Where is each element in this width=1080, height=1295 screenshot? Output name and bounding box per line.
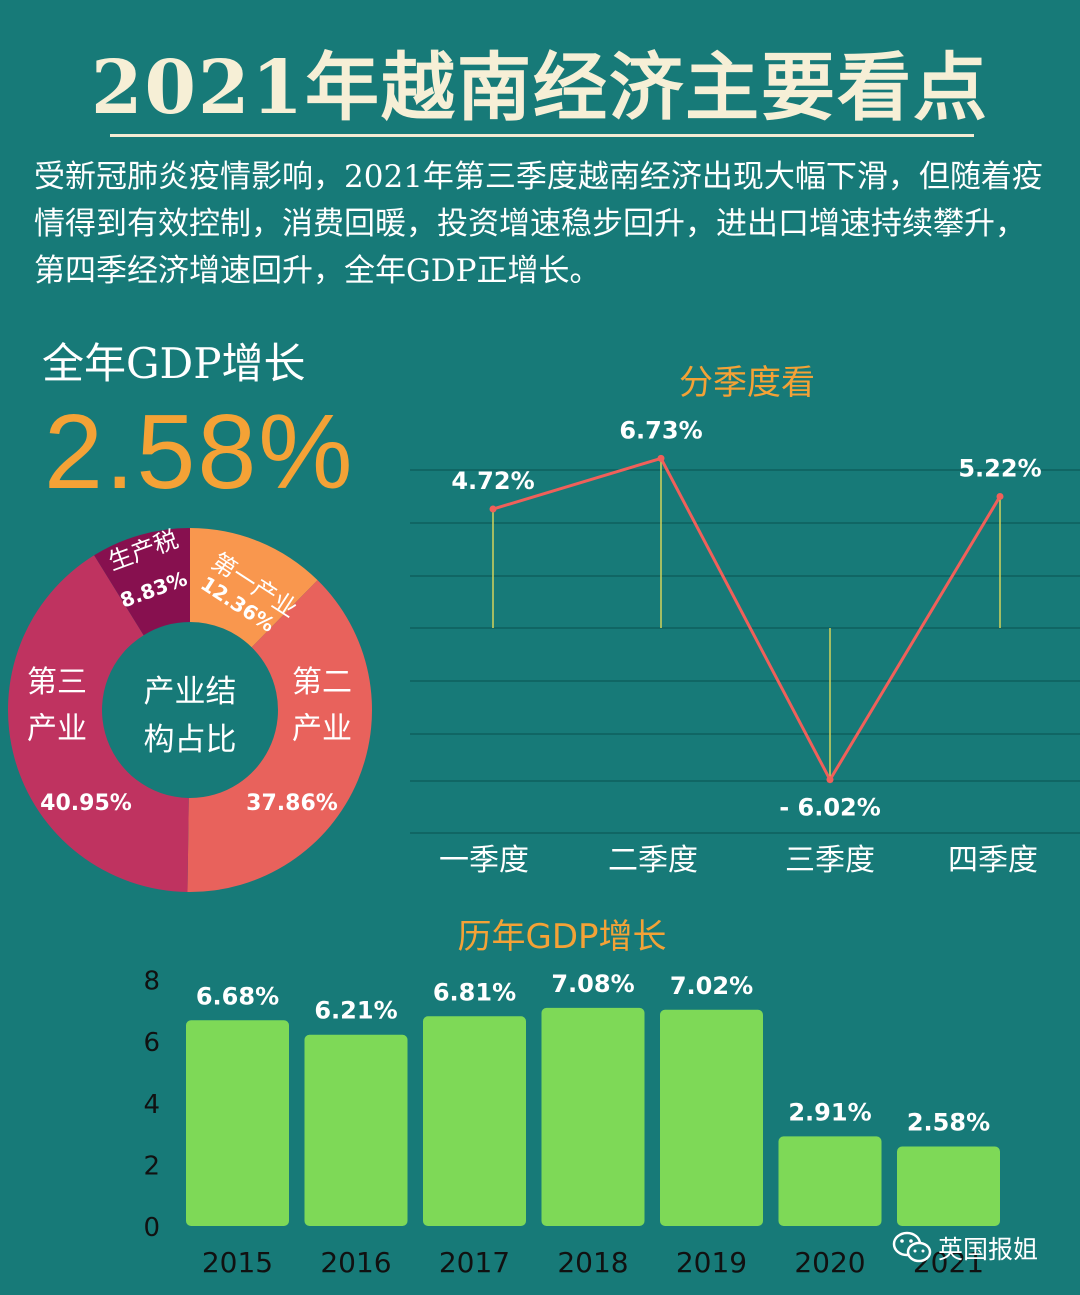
bar — [304, 1034, 408, 1226]
bar-value-label: 7.08% — [551, 970, 634, 998]
y-tick-label: 4 — [143, 1090, 160, 1120]
industry-donut-chart: 第一产业12.36%第二产业37.86%第三产业40.95%生产税8.83%产业… — [8, 525, 373, 892]
quarter-point — [826, 776, 834, 784]
quarterly-chart-title: 分季度看 — [679, 363, 815, 403]
quarter-value-label: 5.22% — [958, 454, 1041, 482]
donut-center-label: 产业结构占比 — [144, 674, 237, 758]
quarter-category-label: 一季度 — [439, 843, 529, 878]
x-tick-label: 2020 — [794, 1246, 865, 1279]
y-tick-label: 0 — [143, 1213, 160, 1243]
bar — [660, 1009, 763, 1226]
slice-name-line: 第二 — [292, 665, 352, 700]
y-tick-label: 8 — [143, 967, 160, 997]
page-title: 2021年越南经济主要看点 — [91, 45, 989, 131]
bar-value-label: 2.58% — [907, 1109, 990, 1137]
quarter-value-label: 6.73% — [619, 416, 702, 444]
x-tick-label: 2018 — [557, 1246, 628, 1279]
bar — [423, 1016, 526, 1226]
bar-value-label: 7.02% — [670, 972, 753, 1000]
annual-gdp-value: 2.58% — [44, 393, 355, 511]
watermark: 英国报姐 — [892, 1228, 1038, 1268]
bar-value-label: 6.21% — [314, 997, 397, 1025]
slice-name-line: 产业 — [27, 712, 87, 747]
quarter-category-label: 四季度 — [948, 843, 1038, 878]
donut-slice — [190, 528, 318, 648]
intro-paragraph: 受新冠肺炎疫情影响，2021年第三季度越南经济出现大幅下滑，但随着疫情得到有效控… — [34, 159, 1043, 289]
slice-value-label: 37.86% — [246, 791, 338, 816]
slice-name-label: 第二产业 — [292, 665, 352, 747]
donut-slice — [94, 528, 190, 636]
donut-slice — [8, 555, 189, 892]
quarterly-gdp-chart: 分季度看 4.72% 6.73% - 6.02% 5.22% 一季度 二季度 三季度 四季度 — [410, 363, 1080, 878]
slice-name-line: 产业 — [292, 712, 352, 747]
watermark-text: 英国报姐 — [938, 1235, 1039, 1264]
quarter-point — [489, 505, 497, 513]
donut-center-line: 构占比 — [144, 722, 237, 758]
x-tick-label: 2017 — [439, 1246, 510, 1279]
wechat-icon — [892, 1231, 932, 1263]
bar — [897, 1146, 1000, 1226]
title-divider — [110, 134, 974, 137]
quarter-line — [492, 456, 1002, 783]
quarter-value-label: 4.72% — [451, 467, 534, 495]
slice-name-label: 第三产业 — [27, 665, 87, 747]
slice-name-line: 第三 — [27, 665, 87, 700]
y-tick-label: 6 — [143, 1028, 160, 1058]
annual-gdp-label: 全年GDP增长 — [42, 339, 306, 388]
x-tick-label: 2016 — [320, 1246, 391, 1279]
donut-slice — [187, 580, 373, 892]
annual-gdp-bar-chart: 历年GDP增长 0 2 4 6 8 6.68% 2015 6.21% 2016 6.81% 2017 7… — [143, 917, 1000, 1279]
x-tick-label: 2015 — [202, 1246, 273, 1279]
bar — [778, 1136, 882, 1226]
y-tick-label: 2 — [143, 1151, 160, 1181]
quarter-category-label: 二季度 — [608, 843, 698, 878]
quarter-value-label: - 6.02% — [779, 794, 881, 822]
bar-value-label: 2.91% — [788, 1098, 871, 1126]
quarter-point — [657, 454, 665, 462]
bar-value-label: 6.68% — [196, 982, 279, 1010]
slice-value-label: 40.95% — [40, 791, 132, 816]
bar — [541, 1007, 645, 1226]
quarter-category-label: 三季度 — [785, 843, 875, 878]
quarter-point — [996, 492, 1004, 500]
donut-center-line: 产业结 — [144, 674, 237, 710]
bar-value-label: 6.81% — [433, 978, 516, 1006]
x-tick-label: 2019 — [676, 1246, 747, 1279]
bar — [186, 1020, 289, 1226]
annual-chart-title: 历年GDP增长 — [457, 917, 666, 957]
